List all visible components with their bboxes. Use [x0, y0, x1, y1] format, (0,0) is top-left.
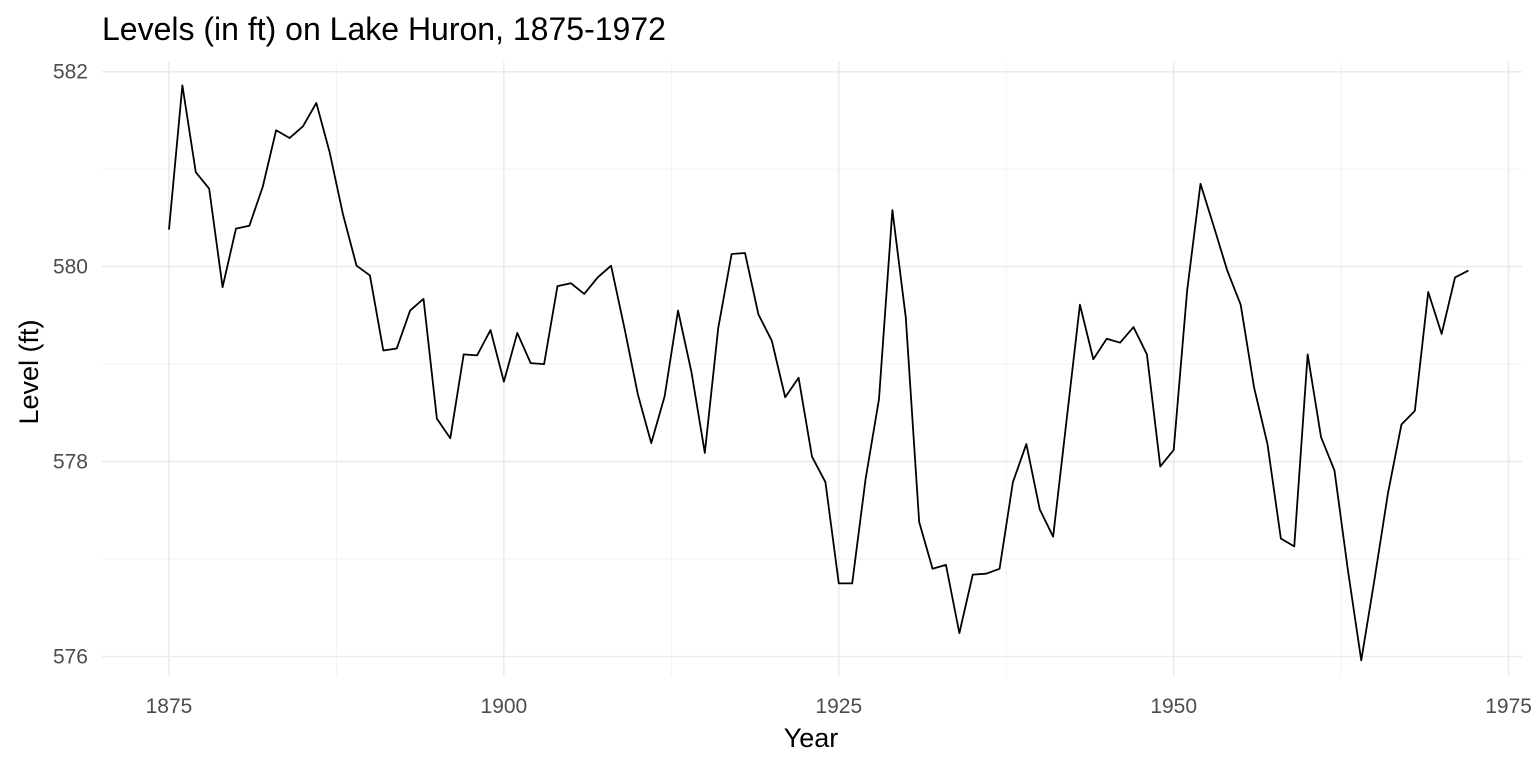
x-tick-label: 1925: [815, 695, 862, 718]
y-tick-label: 576: [53, 646, 88, 669]
grid-lines: [102, 62, 1522, 676]
x-tick-label: 1875: [146, 695, 193, 718]
chart-title: Levels (in ft) on Lake Huron, 1875-1972: [102, 11, 666, 47]
y-axis-title: Level (ft): [14, 319, 44, 424]
x-axis-ticks: 1875 1900 1925 1950 1975: [146, 695, 1532, 718]
y-tick-label: 580: [53, 256, 88, 279]
x-tick-label: 1900: [481, 695, 528, 718]
y-tick-label: 578: [53, 451, 88, 474]
lake-level-line: [168, 84, 1469, 662]
x-tick-label: 1975: [1485, 695, 1532, 718]
x-axis-title: Year: [784, 723, 839, 753]
x-tick-label: 1950: [1150, 695, 1197, 718]
y-tick-label: 582: [53, 61, 88, 84]
y-axis-ticks: 576 578 580 582: [53, 61, 88, 669]
